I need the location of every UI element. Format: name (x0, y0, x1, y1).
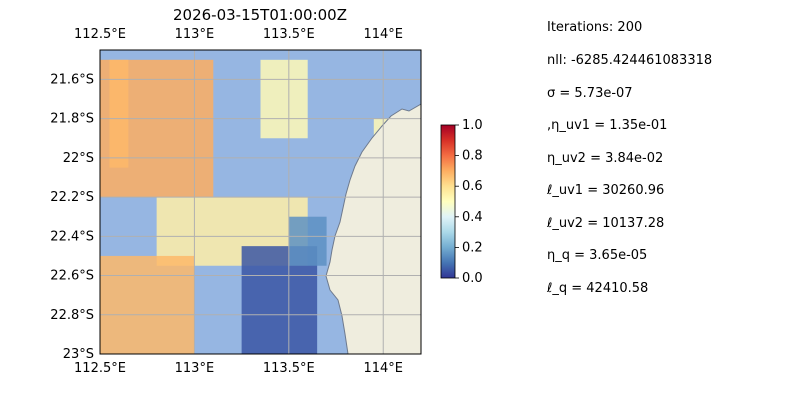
y-tick-label: 22.2°S (50, 190, 94, 205)
x-ticks-top: 112.5°E 113°E 113.5°E 114°E (74, 27, 403, 42)
field-region-2 (109, 59, 129, 168)
y-tick-label: 22°S (63, 151, 94, 166)
x-tick-label-top: 114°E (363, 27, 403, 42)
y-tick-label: 22.4°S (50, 229, 94, 244)
colorbar: 0.0 0.2 0.4 0.6 0.8 1.0 (440, 118, 483, 286)
y-tick-label: 23°S (63, 347, 94, 362)
colorbar-tick-label: 0.2 (462, 240, 483, 255)
stat-nll: nll: -6285.424461083318 (547, 53, 713, 68)
colorbar-tick-label: 0.8 (462, 149, 483, 164)
x-ticks-bottom: 112.5°E 113°E 113.5°E 114°E (74, 361, 403, 376)
stat-iterations: Iterations: 200 (547, 20, 643, 35)
y-ticks: 21.6°S 21.8°S 22°S 22.2°S 22.4°S 22.6°S 22.8°S… (50, 72, 94, 362)
stat-l-q: ℓ_q = 42410.58 (547, 281, 649, 296)
colorbar-tick-label: 0.4 (462, 210, 483, 225)
field-region-5 (100, 255, 195, 354)
chart-title: 2026-03-15T01:00:00Z (173, 6, 347, 24)
field-region-3 (260, 59, 308, 139)
field-region-7 (288, 216, 327, 266)
x-tick-label-top: 113.5°E (263, 27, 315, 42)
x-tick-label-bottom: 112.5°E (74, 361, 126, 376)
colorbar-tick-label: 0.6 (462, 179, 483, 194)
y-tick-label: 21.6°S (50, 72, 94, 87)
map-axes: 112.5°E 113°E 113.5°E 114°E 112.5°E 113°E 113… (50, 27, 422, 376)
colorbar-tick-label: 0.0 (462, 271, 483, 286)
stat-l-uv1: ℓ_uv1 = 30260.96 (547, 183, 665, 198)
colorbar-gradient (440, 124, 456, 279)
y-tick-label: 21.8°S (50, 112, 94, 127)
x-tick-label-bottom: 113.5°E (263, 361, 315, 376)
stat-l-uv2: ℓ_uv2 = 10137.28 (547, 216, 665, 231)
x-tick-label-bottom: 113°E (175, 361, 215, 376)
stat-eta-q: η_q = 3.65e-05 (547, 248, 648, 263)
stat-eta-uv1: ,η_uv1 = 1.35e-01 (547, 118, 668, 133)
colorbar-ticks: 0.0 0.2 0.4 0.6 0.8 1.0 (455, 118, 483, 286)
y-tick-label: 22.8°S (50, 308, 94, 323)
y-tick-label: 22.6°S (50, 269, 94, 284)
map-frame (99, 49, 422, 355)
stat-eta-uv2: η_uv2 = 3.84e-02 (547, 151, 664, 166)
x-tick-label-top: 112.5°E (74, 27, 126, 42)
stat-sigma: σ = 5.73e-07 (547, 86, 633, 101)
colorbar-tick-label: 1.0 (462, 118, 483, 133)
x-tick-label-bottom: 114°E (363, 361, 403, 376)
x-tick-label-top: 113°E (175, 27, 215, 42)
land-mass (325, 103, 421, 354)
